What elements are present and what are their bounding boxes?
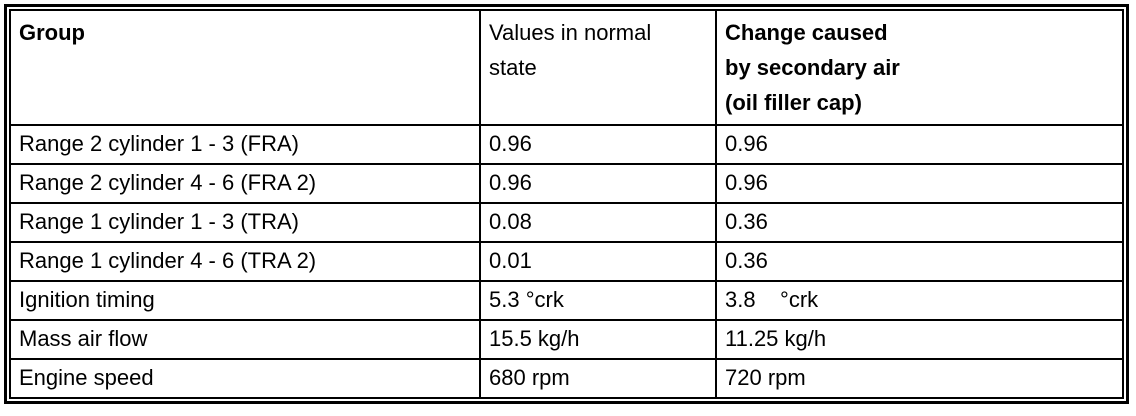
table-row: Ignition timing 5.3 °crk 3.8 °crk [9, 280, 1124, 321]
header-row: Group Values in normal state Change caus… [9, 9, 1124, 126]
normal-value-cell: 15.5 kg/h [479, 319, 717, 360]
table-row: Mass air flow 15.5 kg/h 11.25 kg/h [9, 319, 1124, 360]
normal-value-cell: 5.3 °crk [479, 280, 717, 321]
change-value-cell: 0.36 [715, 202, 1124, 243]
group-cell: Ignition timing [9, 280, 481, 321]
table-row: Range 1 cylinder 4 - 6 (TRA 2) 0.01 0.36 [9, 241, 1124, 282]
column-header-group: Group [9, 9, 481, 126]
table-row: Range 2 cylinder 4 - 6 (FRA 2) 0.96 0.96 [9, 163, 1124, 204]
column-header-values-normal-state: Values in normal state [479, 9, 717, 126]
change-value-cell: 11.25 kg/h [715, 319, 1124, 360]
normal-value-cell: 0.08 [479, 202, 717, 243]
measurement-table: Group Values in normal state Change caus… [9, 9, 1124, 399]
normal-value-cell: 0.96 [479, 163, 717, 204]
change-value-cell: 0.96 [715, 124, 1124, 165]
group-cell: Engine speed [9, 358, 481, 399]
column-header-change-secondary-air: Change caused by secondary air (oil fill… [715, 9, 1124, 126]
table-outer-frame: Group Values in normal state Change caus… [4, 4, 1129, 404]
change-value-cell: 3.8 °crk [715, 280, 1124, 321]
change-value-cell: 0.36 [715, 241, 1124, 282]
group-cell: Mass air flow [9, 319, 481, 360]
group-cell: Range 2 cylinder 1 - 3 (FRA) [9, 124, 481, 165]
table-row: Engine speed 680 rpm 720 rpm [9, 358, 1124, 399]
group-cell: Range 2 cylinder 4 - 6 (FRA 2) [9, 163, 481, 204]
normal-value-cell: 0.96 [479, 124, 717, 165]
table-row: Range 2 cylinder 1 - 3 (FRA) 0.96 0.96 [9, 124, 1124, 165]
change-value-cell: 0.96 [715, 163, 1124, 204]
normal-value-cell: 0.01 [479, 241, 717, 282]
group-cell: Range 1 cylinder 4 - 6 (TRA 2) [9, 241, 481, 282]
change-value-cell: 720 rpm [715, 358, 1124, 399]
table-row: Range 1 cylinder 1 - 3 (TRA) 0.08 0.36 [9, 202, 1124, 243]
group-cell: Range 1 cylinder 1 - 3 (TRA) [9, 202, 481, 243]
normal-value-cell: 680 rpm [479, 358, 717, 399]
